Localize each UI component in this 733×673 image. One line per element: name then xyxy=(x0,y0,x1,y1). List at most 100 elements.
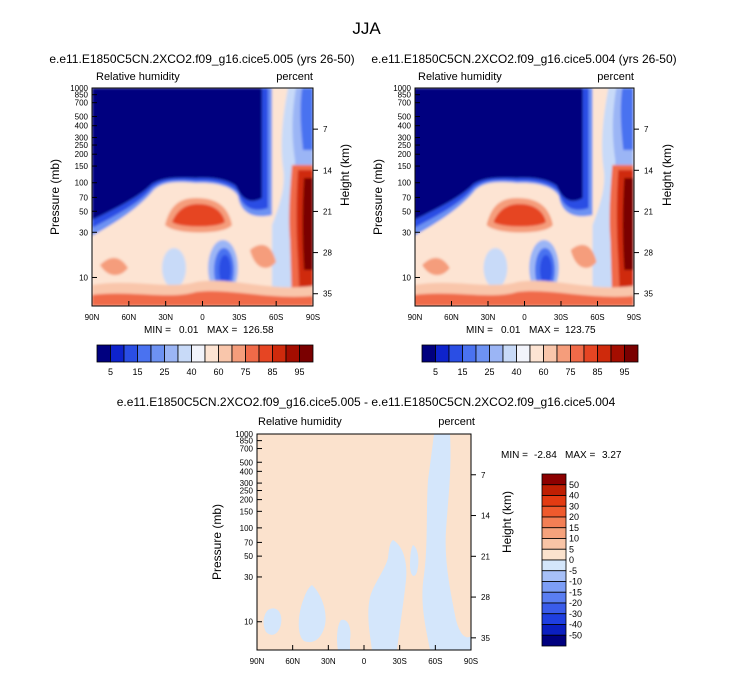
pressure-tick-label: 200 xyxy=(75,150,89,159)
colorbar-swatch xyxy=(542,549,566,560)
colorbar-swatch xyxy=(557,345,571,362)
colorbar-label: 5 xyxy=(433,367,438,377)
latitude-tick-label: 60S xyxy=(269,313,283,322)
colorbar-label: -15 xyxy=(569,587,582,597)
colorbar-label: 40 xyxy=(186,367,196,377)
colorbar-label: 85 xyxy=(592,367,602,377)
colorbar-swatch xyxy=(611,345,625,362)
figure: JJA e.e11.E1850C5CN.2XCO2.f09_g16.cice5.… xyxy=(0,0,733,673)
pressure-tick-label: 150 xyxy=(398,162,412,171)
colorbar-swatch xyxy=(273,345,287,362)
figure-title: JJA xyxy=(352,19,381,38)
panel-3-left-label: Relative humidity xyxy=(258,416,342,428)
colorbar-label: 60 xyxy=(213,367,223,377)
pressure-tick-label: 10 xyxy=(244,618,253,627)
colorbar-label: 85 xyxy=(267,367,277,377)
colorbar-swatch xyxy=(286,345,300,362)
panel-2-right-label: percent xyxy=(597,71,634,83)
latitude-tick-label: 60N xyxy=(444,313,459,322)
colorbar-swatch xyxy=(517,345,531,362)
colorbar-label: 0 xyxy=(569,555,574,565)
panel-2-colorbar: 5 15 25 40 60 75 85 95 xyxy=(422,345,638,377)
panel-3-colorbar: 50403020151050-5-10-15-20-30-40-50 xyxy=(542,474,582,646)
colorbar-swatch xyxy=(205,345,219,362)
colorbar-swatch xyxy=(219,345,233,362)
colorbar-swatch xyxy=(542,614,566,625)
colorbar-swatch xyxy=(544,345,558,362)
colorbar-swatch xyxy=(530,345,544,362)
panel-2-min-label: MIN = xyxy=(466,325,493,336)
colorbar-label: 15 xyxy=(569,523,579,533)
panel-1-colorbar: 5 15 25 40 60 75 85 95 xyxy=(97,345,313,377)
pressure-tick-label: 300 xyxy=(398,134,412,143)
panel-3-field xyxy=(257,434,471,650)
colorbar-label: 15 xyxy=(457,367,467,377)
latitude-tick-label: 0 xyxy=(522,313,527,322)
panel-3-max-label: MAX = xyxy=(565,450,595,461)
colorbar-label: 95 xyxy=(619,367,629,377)
panel-2-ylabel: Pressure (mb) xyxy=(371,159,385,235)
colorbar-label: -10 xyxy=(569,577,582,587)
panel-3-y2label: Height (km) xyxy=(500,491,514,553)
colorbar-swatch xyxy=(246,345,260,362)
colorbar-label: 10 xyxy=(569,534,579,544)
pressure-tick-label: 700 xyxy=(75,99,89,108)
colorbar-swatch xyxy=(151,345,165,362)
colorbar-swatch xyxy=(542,582,566,593)
panel-1-max-value: 126.58 xyxy=(243,325,274,336)
colorbar-swatch xyxy=(490,345,504,362)
height-tick-label: 14 xyxy=(644,166,653,175)
panel-1-field xyxy=(92,88,313,306)
panel-2-y2label: Height (km) xyxy=(660,144,674,206)
latitude-tick-label: 60N xyxy=(121,313,136,322)
colorbar-label: 95 xyxy=(294,367,304,377)
panel-2-field xyxy=(414,88,633,306)
panel-1-title: e.e11.E1850C5CN.2XCO2.f09_g16.cice5.005 … xyxy=(49,52,354,66)
colorbar-swatch xyxy=(503,345,517,362)
colorbar-label: -40 xyxy=(569,620,582,630)
colorbar-swatch xyxy=(436,345,450,362)
panel-3-min-label: MIN = xyxy=(501,450,528,461)
colorbar-swatch xyxy=(449,345,463,362)
height-tick-label: 7 xyxy=(323,125,328,134)
pressure-tick-label: 100 xyxy=(398,179,412,188)
colorbar-swatch xyxy=(542,539,566,550)
pressure-tick-label: 1000 xyxy=(393,84,411,93)
colorbar-label: -20 xyxy=(569,598,582,608)
pressure-tick-label: 70 xyxy=(79,193,88,202)
panel-2-left-label: Relative humidity xyxy=(418,71,502,83)
pressure-tick-label: 500 xyxy=(398,113,412,122)
height-tick-label: 35 xyxy=(481,634,490,643)
latitude-tick-label: 0 xyxy=(362,657,367,666)
colorbar-swatch xyxy=(542,560,566,571)
panel-2-max-value: 123.75 xyxy=(565,325,596,336)
latitude-tick-label: 30N xyxy=(321,657,336,666)
panel-3-max-value: 3.27 xyxy=(602,450,622,461)
latitude-tick-label: 30S xyxy=(393,657,407,666)
colorbar-swatch xyxy=(124,345,138,362)
colorbar-swatch xyxy=(178,345,192,362)
latitude-tick-label: 90N xyxy=(408,313,423,322)
panel-2-title: e.e11.E1850C5CN.2XCO2.f09_g16.cice5.004 … xyxy=(371,52,676,66)
latitude-tick-label: 90S xyxy=(464,657,478,666)
colorbar-swatch xyxy=(542,517,566,528)
pressure-tick-label: 1000 xyxy=(235,430,253,439)
height-tick-label: 28 xyxy=(644,249,653,258)
colorbar-label: 30 xyxy=(569,501,579,511)
pressure-tick-label: 500 xyxy=(75,113,89,122)
colorbar-label: -30 xyxy=(569,609,582,619)
colorbar-label: 75 xyxy=(565,367,575,377)
colorbar-swatch xyxy=(542,506,566,517)
colorbar-swatch xyxy=(476,345,490,362)
colorbar-swatch xyxy=(463,345,477,362)
panel-1-left-label: Relative humidity xyxy=(96,71,180,83)
pressure-tick-label: 50 xyxy=(79,207,88,216)
panel-2-height-axis: 35 28 21 14 7 xyxy=(634,125,653,299)
colorbar-swatch xyxy=(542,571,566,582)
colorbar-swatch xyxy=(192,345,206,362)
colorbar-label: 40 xyxy=(569,491,579,501)
latitude-tick-label: 60N xyxy=(285,657,300,666)
colorbar-swatch xyxy=(625,345,639,362)
panel-1-ylabel: Pressure (mb) xyxy=(48,159,62,235)
colorbar-label: 60 xyxy=(538,367,548,377)
